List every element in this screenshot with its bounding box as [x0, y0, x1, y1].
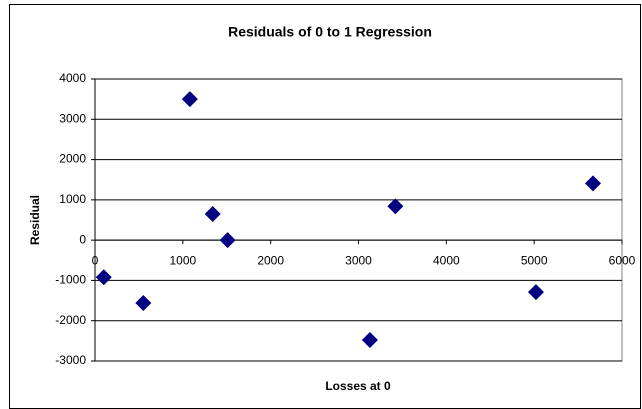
y-tick-label: -3000: [55, 353, 86, 367]
x-tick-label: 3000: [345, 253, 372, 267]
point: [387, 198, 404, 215]
point: [585, 175, 602, 192]
point: [135, 294, 152, 311]
point: [95, 269, 112, 286]
point: [219, 232, 236, 249]
point: [181, 91, 198, 108]
point: [361, 332, 378, 349]
x-tick-label: 1000: [169, 253, 196, 267]
point: [527, 284, 544, 301]
point: [204, 205, 221, 222]
y-tick-label: -2000: [55, 313, 86, 327]
x-tick-label: 0: [92, 253, 99, 267]
y-tick-label: 2000: [59, 152, 86, 166]
x-axis-title: Losses at 0: [325, 379, 391, 393]
y-tick-label: 1000: [59, 192, 86, 206]
y-axis-title: Residual: [28, 195, 42, 245]
x-tick-label: 5000: [521, 253, 548, 267]
y-tick-label: 3000: [59, 111, 86, 125]
y-tick-label: -1000: [55, 273, 86, 287]
y-tick-label: 0: [79, 232, 86, 246]
chart-title: Residuals of 0 to 1 Regression: [228, 24, 432, 40]
chart-border: [9, 4, 641, 409]
x-tick-label: 2000: [257, 253, 284, 267]
y-tick-label: 4000: [59, 71, 86, 85]
x-tick-label: 4000: [433, 253, 460, 267]
x-tick-label: 6000: [609, 253, 636, 267]
